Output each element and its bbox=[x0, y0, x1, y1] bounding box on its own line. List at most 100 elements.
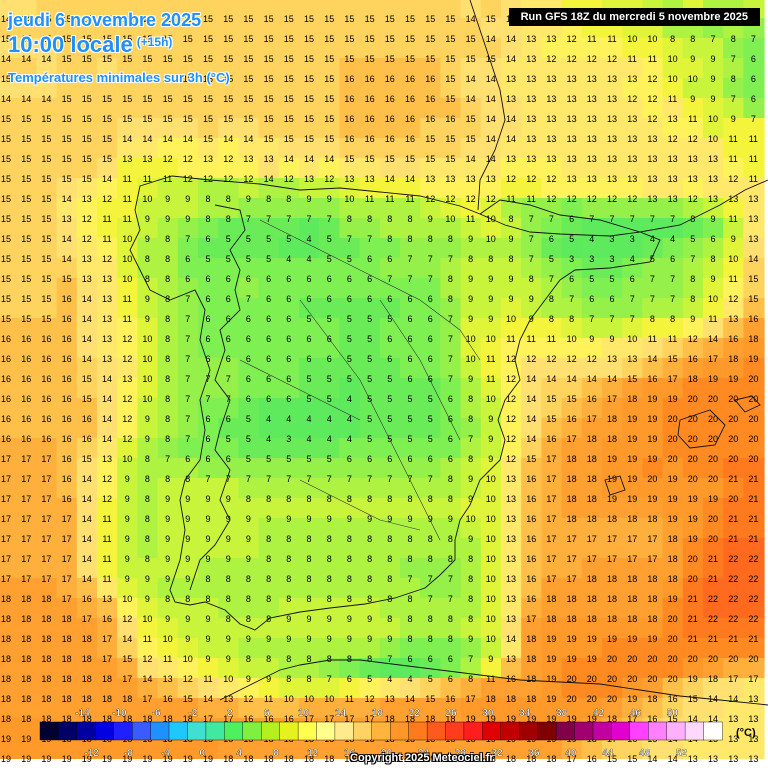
temperature-value: 5 bbox=[266, 234, 271, 244]
temperature-cell bbox=[723, 598, 745, 619]
temperature-cell bbox=[278, 438, 300, 459]
temperature-cell bbox=[359, 338, 381, 359]
temperature-value: 18 bbox=[445, 714, 455, 724]
temperature-value: 10 bbox=[223, 674, 233, 684]
temperature-value: 16 bbox=[344, 94, 354, 104]
temperature-cell bbox=[703, 438, 725, 459]
temperature-value: 9 bbox=[306, 194, 311, 204]
temperature-cell bbox=[278, 338, 300, 359]
temperature-cell bbox=[642, 398, 664, 419]
temperature-cell bbox=[117, 38, 139, 59]
temperature-cell bbox=[743, 518, 765, 539]
temperature-cell bbox=[743, 538, 765, 559]
temperature-value: 17 bbox=[344, 714, 354, 724]
temperature-cell bbox=[76, 78, 98, 99]
temperature-value: 17 bbox=[668, 374, 678, 384]
temperature-cell bbox=[662, 398, 684, 419]
temperature-cell bbox=[238, 578, 260, 599]
temperature-cell bbox=[137, 498, 159, 519]
temperature-value: 15 bbox=[243, 74, 253, 84]
temperature-cell bbox=[76, 458, 98, 479]
temperature-cell bbox=[602, 278, 624, 299]
temperature-cell bbox=[440, 0, 462, 19]
temperature-value: 9 bbox=[306, 614, 311, 624]
legend-swatch bbox=[371, 721, 391, 741]
temperature-cell bbox=[56, 438, 78, 459]
temperature-value: 15 bbox=[425, 34, 435, 44]
temperature-value: 15 bbox=[344, 154, 354, 164]
temperature-value: 15 bbox=[142, 74, 152, 84]
temperature-value: 17 bbox=[41, 454, 51, 464]
temperature-cell bbox=[117, 498, 139, 519]
temperature-cell bbox=[56, 618, 78, 639]
temperature-value: 7 bbox=[529, 234, 534, 244]
temperature-value: 13 bbox=[82, 274, 92, 284]
temperature-value: 11 bbox=[102, 534, 111, 544]
temperature-cell bbox=[379, 618, 401, 639]
temperature-cell bbox=[97, 638, 119, 659]
temperature-cell bbox=[137, 678, 159, 699]
temperature-cell bbox=[137, 178, 159, 199]
temperature-cell bbox=[117, 358, 139, 379]
temperature-cell bbox=[581, 578, 603, 599]
temperature-value: 10 bbox=[486, 594, 496, 604]
temperature-value: 7 bbox=[630, 314, 635, 324]
temperature-value: 14 bbox=[183, 134, 193, 144]
temperature-cell bbox=[177, 198, 199, 219]
temperature-value: 13 bbox=[607, 114, 617, 124]
temperature-cell bbox=[581, 38, 603, 59]
temperature-value: 10 bbox=[324, 694, 334, 704]
temperature-cell bbox=[16, 98, 38, 119]
temperature-cell bbox=[238, 418, 260, 439]
temperature-cell bbox=[420, 158, 442, 179]
temperature-value: 15 bbox=[203, 114, 213, 124]
temperature-cell bbox=[319, 698, 341, 719]
temperature-cell bbox=[440, 678, 462, 699]
temperature-value: 18 bbox=[668, 554, 678, 564]
temperature-cell bbox=[319, 398, 341, 419]
temperature-cell bbox=[480, 338, 502, 359]
temperature-value: 15 bbox=[405, 34, 415, 44]
temperature-value: 11 bbox=[102, 574, 111, 584]
temperature-cell bbox=[0, 158, 18, 179]
temperature-cell bbox=[16, 398, 38, 419]
temperature-value: 19 bbox=[142, 754, 152, 764]
temperature-cell bbox=[420, 638, 442, 659]
temperature-value: 18 bbox=[243, 754, 253, 764]
temperature-cell bbox=[743, 278, 765, 299]
temperature-value: 17 bbox=[122, 674, 132, 684]
temperature-value: 20 bbox=[647, 674, 657, 684]
temperature-cell bbox=[723, 678, 745, 699]
temperature-cell bbox=[157, 0, 179, 19]
temperature-cell bbox=[440, 198, 462, 219]
temperature-value: 16 bbox=[344, 114, 354, 124]
temperature-cell bbox=[97, 538, 119, 559]
temperature-cell bbox=[157, 158, 179, 179]
temperature-value: 18 bbox=[546, 754, 556, 764]
temperature-cell bbox=[137, 438, 159, 459]
temperature-value: 5 bbox=[246, 414, 251, 424]
temperature-value: 6 bbox=[428, 334, 433, 344]
temperature-cell bbox=[218, 158, 240, 179]
temperature-cell bbox=[198, 638, 220, 659]
temperature-value: 13 bbox=[526, 54, 536, 64]
temperature-cell bbox=[16, 638, 38, 659]
temperature-cell bbox=[581, 438, 603, 459]
temperature-value: 7 bbox=[205, 374, 210, 384]
temperature-cell bbox=[521, 538, 543, 559]
temperature-cell bbox=[642, 738, 664, 759]
temperature-value: 11 bbox=[102, 514, 111, 524]
temperature-cell bbox=[682, 538, 704, 559]
temperature-cell bbox=[541, 318, 563, 339]
temperature-value: 13 bbox=[102, 274, 112, 284]
temperature-cell bbox=[16, 258, 38, 279]
temperature-cell bbox=[258, 98, 280, 119]
temperature-cell bbox=[16, 418, 38, 439]
temperature-value: 10 bbox=[627, 34, 637, 44]
temperature-value: 20 bbox=[668, 434, 678, 444]
temperature-cell bbox=[379, 98, 401, 119]
temperature-value: 20 bbox=[668, 454, 678, 464]
temperature-cell bbox=[662, 458, 684, 479]
temperature-value: 6 bbox=[226, 294, 231, 304]
temperature-cell bbox=[56, 458, 78, 479]
